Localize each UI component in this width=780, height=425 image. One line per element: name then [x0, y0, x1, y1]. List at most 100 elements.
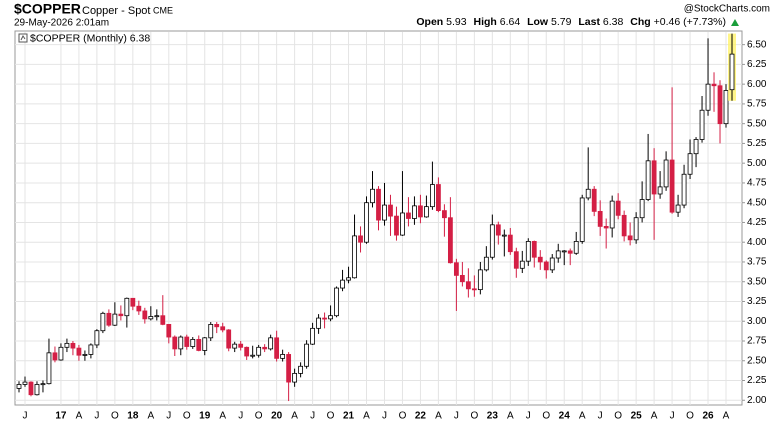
candle-body: [442, 210, 447, 219]
legend-label: $COPPER (Monthly): [30, 32, 127, 44]
quote-value: 5.79: [551, 16, 572, 28]
candle-body: [705, 83, 711, 111]
candle-body: [561, 250, 567, 253]
candle-body: [82, 354, 88, 356]
candle-body: [615, 200, 621, 216]
candle-body: [154, 315, 160, 318]
candle-body: [238, 343, 244, 348]
candle-body: [436, 184, 441, 211]
candle-body: [328, 315, 333, 320]
x-tick-label: J: [670, 411, 675, 422]
y-tick-label: 5.75: [747, 99, 767, 110]
y-tick-label: 3.75: [747, 257, 767, 268]
candle-body: [495, 224, 501, 236]
exchange: CME: [153, 5, 173, 15]
candle-body: [579, 197, 585, 242]
candle-body: [316, 317, 321, 329]
candle-body: [100, 312, 106, 332]
x-tick-label: O: [183, 411, 191, 422]
candle-body: [184, 336, 190, 347]
candle-body: [118, 313, 124, 317]
x-tick-label: O: [614, 411, 622, 422]
symbol: $COPPER: [14, 1, 81, 17]
candle-body: [334, 287, 339, 317]
x-tick-label: 19: [199, 411, 211, 422]
quote-change: +0.46 (+7.73%): [654, 16, 726, 28]
date: 29-May-2026 2:01am: [14, 18, 109, 29]
candle-body: [507, 234, 513, 253]
candle-body: [591, 188, 597, 212]
candle-body: [459, 274, 465, 283]
candle-body: [130, 297, 136, 307]
candle-body: [501, 234, 507, 237]
candle-body: [418, 205, 423, 218]
candle-body: [142, 310, 148, 320]
candle-body: [531, 241, 537, 258]
quote-label: Low: [527, 16, 549, 28]
x-tick-label: J: [22, 411, 27, 422]
y-tick-label: 5.00: [747, 158, 767, 169]
y-tick-label: 6.25: [747, 59, 767, 70]
x-tick-label: J: [166, 411, 171, 422]
candle-body: [268, 337, 274, 350]
candle-body: [471, 288, 477, 291]
x-tick-label: O: [686, 411, 694, 422]
candle-body: [346, 277, 351, 281]
candle-body: [729, 53, 735, 91]
x-tick-label: A: [435, 411, 442, 422]
x-tick-label: 22: [415, 411, 427, 422]
x-tick-label: O: [255, 411, 263, 422]
candle-body: [244, 346, 250, 357]
candle-body: [322, 317, 327, 320]
x-tick-label: O: [470, 411, 478, 422]
quote-value: 5.93: [446, 16, 467, 28]
candle-body: [52, 352, 58, 361]
candle-body: [430, 184, 435, 208]
candle-body: [16, 384, 22, 389]
candle-body: [483, 256, 489, 271]
candle-body: [160, 315, 166, 325]
candle-body: [555, 250, 561, 259]
y-tick-label: 5.50: [747, 118, 767, 129]
x-tick-label: J: [598, 411, 603, 422]
x-tick-label: J: [526, 411, 531, 422]
x-tick-label: 26: [702, 411, 714, 422]
x-tick-label: A: [291, 411, 298, 422]
candle-body: [292, 372, 298, 383]
x-tick-label: O: [111, 411, 119, 422]
candle-body: [388, 204, 393, 217]
candle-body: [250, 354, 256, 357]
instrument-name: Copper - Spot: [82, 5, 150, 17]
candle-body: [525, 241, 531, 262]
x-tick-label: A: [579, 411, 586, 422]
candle-body: [46, 352, 52, 385]
candle-body: [94, 330, 100, 346]
candle-body: [489, 224, 495, 258]
candle-body: [585, 188, 591, 199]
source: @StockCharts.com: [684, 4, 770, 15]
candle-body: [603, 226, 609, 229]
candle-body: [723, 90, 729, 125]
candle-body: [699, 109, 705, 140]
x-tick-label: J: [454, 411, 459, 422]
candle-body: [519, 260, 525, 269]
candle-body: [70, 342, 76, 349]
x-tick-label: O: [542, 411, 550, 422]
x-tick-label: J: [238, 411, 243, 422]
y-tick-label: 2.75: [747, 336, 767, 347]
x-tick-label: 17: [55, 411, 67, 422]
candle-body: [136, 305, 142, 312]
candle-body: [88, 344, 94, 355]
candle-body: [406, 212, 411, 219]
x-tick-label: J: [382, 411, 387, 422]
candle-body: [675, 204, 681, 213]
candle-body: [286, 354, 292, 383]
x-tick-label: 25: [631, 411, 643, 422]
candle-body: [447, 217, 453, 264]
up-arrow: [731, 19, 739, 26]
candle-body: [400, 212, 405, 236]
candle-body: [465, 281, 471, 290]
candle-body: [178, 336, 184, 350]
